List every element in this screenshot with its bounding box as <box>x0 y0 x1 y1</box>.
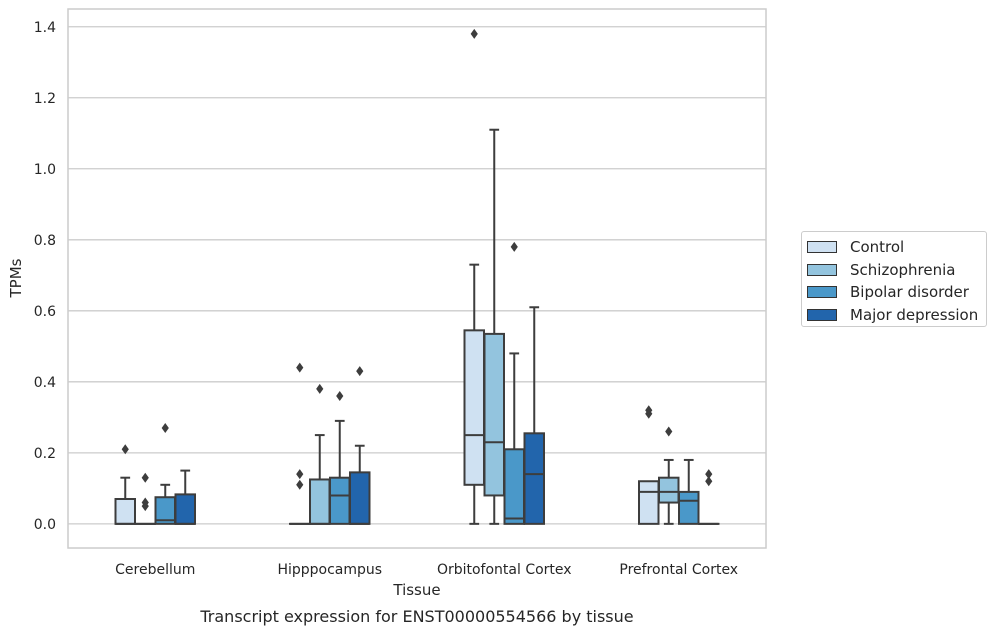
legend-label-schizophrenia: Schizophrenia <box>850 260 956 279</box>
box-control <box>289 362 311 525</box>
legend-item: Bipolar disorder <box>807 281 986 304</box>
outlier-point <box>510 241 518 252</box>
box-iqr <box>483 332 505 497</box>
x-tick-label: Orbitofontal Cortex <box>437 562 572 578</box>
x-tick-label: Cerebellum <box>115 562 195 578</box>
outlier-point <box>705 469 713 480</box>
x-axis-label: Tissue <box>392 581 440 599</box>
outlier-point <box>665 426 673 437</box>
legend-swatch-schizophrenia <box>807 263 837 276</box>
x-tick-label: Hipppocampus <box>277 562 382 578</box>
box-iqr <box>309 478 331 525</box>
box-iqr <box>329 476 351 525</box>
box-schizophrenia <box>483 128 505 525</box>
grid-lines <box>68 26 766 525</box>
outlier-point <box>645 405 653 416</box>
outlier-point <box>141 497 149 508</box>
box-iqr <box>174 493 196 525</box>
chart-caption: Transcript expression for ENST0000055456… <box>199 607 633 626</box>
box-bipolar-disorder <box>329 391 351 525</box>
legend-swatch-major-depression <box>807 308 837 321</box>
legend-swatch-bipolar-disorder <box>807 286 837 299</box>
outlier-point <box>316 383 324 394</box>
y-tick-labels: 0.0 0.2 0.4 0.6 0.8 1.0 1.2 1.4 <box>34 20 56 533</box>
legend-label-control: Control <box>850 238 905 257</box>
box-major-depression <box>698 469 720 525</box>
x-tick-labels: Cerebellum Hipppocampus Orbitofontal Corte… <box>115 562 738 578</box>
box-schizophrenia <box>134 472 156 525</box>
box-iqr <box>503 448 525 525</box>
x-tick-label: Prefrontal Cortex <box>619 562 738 578</box>
box-schizophrenia <box>309 383 331 525</box>
y-tick-label: 1.0 <box>34 162 56 178</box>
legend-item: Major depression <box>807 304 986 327</box>
box-iqr <box>114 498 136 525</box>
y-tick-label: 0.0 <box>34 517 56 533</box>
legend-label-major-depression: Major depression <box>850 305 979 324</box>
box-iqr <box>523 432 545 525</box>
outlier-point <box>705 476 713 487</box>
outlier-point <box>161 422 169 433</box>
box-iqr <box>638 480 660 525</box>
box-schizophrenia <box>658 426 680 525</box>
box-iqr <box>658 476 680 504</box>
box-iqr <box>349 471 371 525</box>
outlier-point <box>296 479 304 490</box>
box-iqr <box>678 490 700 525</box>
box-control <box>114 444 136 525</box>
y-tick-label: 0.6 <box>34 304 56 320</box>
box-bipolar-disorder <box>154 422 176 525</box>
plot-frame <box>67 8 767 549</box>
outlier-point <box>470 28 478 39</box>
y-axis-label: TPMs <box>7 258 25 298</box>
y-tick-label: 1.2 <box>34 91 56 107</box>
outlier-point <box>296 362 304 373</box>
outlier-point <box>356 366 364 377</box>
legend-swatch-control <box>807 241 837 254</box>
y-tick-label: 0.4 <box>34 375 56 391</box>
legend-label-bipolar-disorder: Bipolar disorder <box>850 283 969 302</box>
legend-item: Control <box>807 236 986 259</box>
box-major-depression <box>174 469 196 525</box>
outlier-point <box>121 444 129 455</box>
y-tick-label: 0.8 <box>34 233 56 249</box>
y-tick-label: 0.2 <box>34 446 56 462</box>
outlier-point <box>296 469 304 480</box>
box-control <box>638 405 660 525</box>
y-tick-label: 1.4 <box>34 20 56 36</box>
box-bipolar-disorder <box>503 241 525 525</box>
outlier-point <box>141 472 149 483</box>
outlier-point <box>336 391 344 402</box>
legend: Control Schizophrenia Bipolar disorder M… <box>801 231 987 327</box>
box-control <box>463 28 485 525</box>
box-major-depression <box>523 306 545 525</box>
box-plot-series <box>114 28 720 525</box>
box-bipolar-disorder <box>678 458 700 525</box>
box-iqr <box>463 329 485 486</box>
box-major-depression <box>349 366 371 525</box>
legend-item: Schizophrenia <box>807 259 986 282</box>
